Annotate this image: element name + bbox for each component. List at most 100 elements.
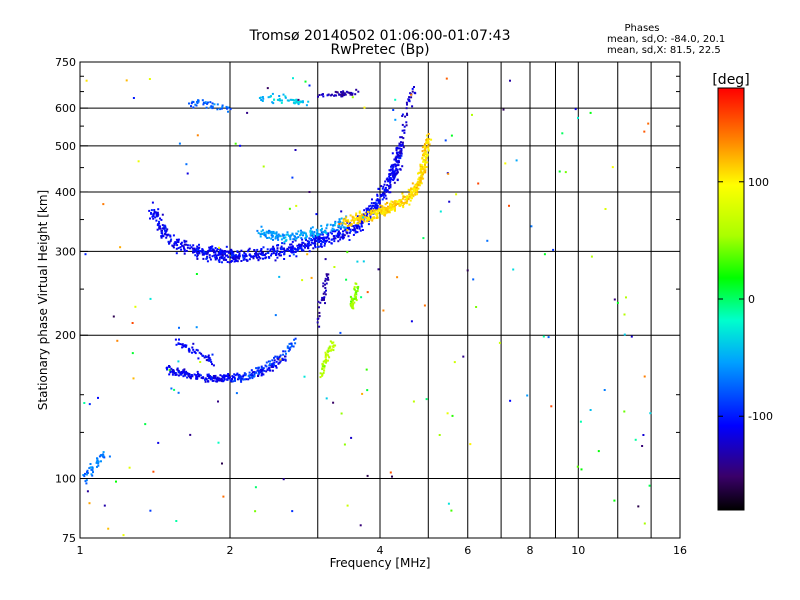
data-point	[397, 200, 400, 203]
data-point	[180, 248, 183, 251]
data-point	[277, 358, 280, 361]
data-point	[388, 191, 391, 194]
data-point	[389, 177, 392, 179]
data-point	[297, 98, 300, 101]
data-point	[589, 409, 592, 411]
data-point	[278, 99, 280, 102]
data-point	[394, 169, 397, 172]
data-point	[420, 164, 423, 167]
data-point	[168, 242, 170, 245]
data-point	[184, 345, 187, 348]
data-point	[177, 247, 180, 250]
data-point	[280, 245, 283, 248]
data-point	[630, 335, 633, 338]
data-point	[198, 246, 201, 249]
data-point	[260, 248, 263, 250]
data-point	[188, 102, 190, 105]
data-point	[175, 252, 178, 255]
data-point	[92, 471, 94, 474]
data-point	[424, 143, 426, 146]
data-point	[172, 245, 175, 248]
data-point	[359, 229, 362, 232]
data-point	[289, 248, 292, 251]
data-point	[306, 253, 309, 256]
y-tick-label: 500	[55, 140, 76, 153]
data-points	[82, 77, 652, 537]
data-point	[290, 342, 293, 345]
data-point	[297, 101, 299, 104]
data-point	[187, 375, 190, 378]
data-point	[282, 353, 285, 356]
data-point	[156, 213, 159, 216]
data-point	[324, 356, 327, 359]
data-point	[179, 371, 181, 374]
data-point	[401, 197, 404, 200]
data-point	[375, 199, 378, 202]
data-point	[419, 176, 422, 179]
data-point	[149, 217, 151, 220]
data-point	[302, 245, 305, 248]
data-point	[346, 251, 349, 254]
data-point	[169, 234, 172, 237]
data-point	[405, 121, 408, 124]
data-point	[269, 360, 271, 363]
data-point	[222, 250, 225, 253]
data-point	[261, 369, 264, 371]
data-point	[366, 213, 368, 216]
data-point	[400, 144, 403, 147]
data-point	[280, 254, 282, 257]
data-point	[82, 474, 85, 476]
data-point	[220, 107, 223, 110]
data-point	[611, 166, 614, 169]
data-point	[391, 475, 393, 478]
data-point	[128, 466, 131, 469]
data-point	[253, 372, 256, 375]
data-point	[356, 287, 359, 290]
data-point	[243, 255, 246, 257]
data-point	[368, 213, 371, 216]
data-point	[424, 153, 427, 156]
data-point	[329, 349, 332, 352]
data-point	[158, 226, 161, 229]
data-point	[405, 124, 408, 127]
data-point	[154, 216, 157, 219]
data-point	[152, 212, 155, 215]
data-point	[325, 397, 328, 400]
data-point	[286, 233, 289, 236]
data-point	[331, 342, 334, 345]
data-point	[183, 371, 185, 374]
data-point	[352, 233, 355, 236]
data-point	[328, 356, 331, 359]
data-point	[409, 196, 412, 199]
data-point	[276, 244, 278, 247]
data-point	[211, 353, 214, 356]
data-point	[361, 218, 364, 221]
data-point	[221, 251, 224, 254]
data-point	[165, 236, 168, 239]
data-point	[260, 230, 263, 233]
chart-title: Tromsø 20140502 01:06:00-01:07:43	[249, 28, 511, 44]
data-point	[317, 240, 319, 243]
data-point	[341, 224, 344, 227]
data-point	[309, 233, 312, 236]
data-point	[112, 315, 115, 318]
data-point	[305, 104, 308, 107]
data-point	[180, 242, 182, 245]
data-point	[263, 369, 266, 372]
data-point	[197, 99, 200, 102]
data-point	[249, 374, 252, 376]
data-point	[422, 237, 425, 240]
data-point	[216, 376, 219, 379]
data-point	[312, 236, 315, 238]
data-point	[304, 237, 307, 240]
x-tick-label: 1	[77, 544, 84, 557]
data-point	[209, 358, 212, 361]
data-point	[193, 247, 196, 250]
data-point	[196, 370, 199, 373]
data-point	[288, 246, 291, 249]
data-point	[368, 205, 371, 208]
data-point	[210, 377, 213, 380]
data-point	[239, 379, 242, 382]
data-point	[382, 193, 385, 196]
data-point	[270, 252, 273, 255]
